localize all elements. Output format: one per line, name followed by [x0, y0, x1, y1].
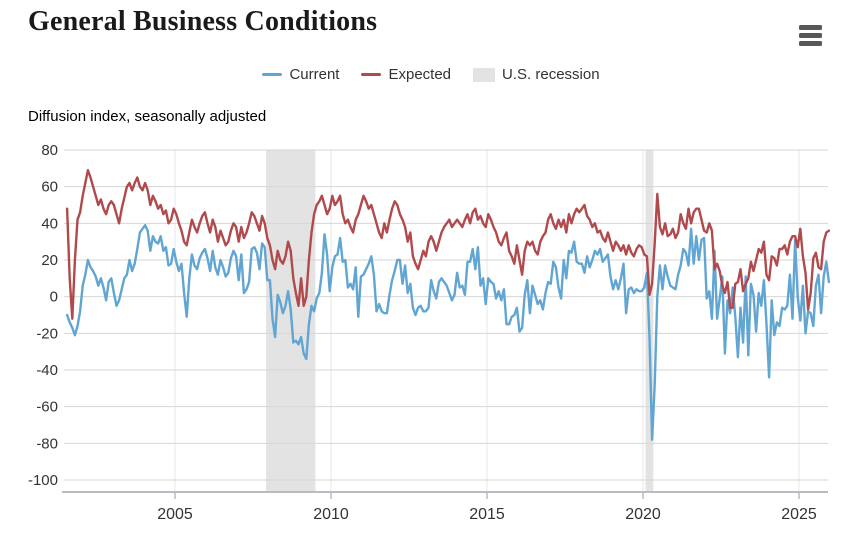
- legend-label: U.S. recession: [502, 66, 600, 83]
- y-axis-tick-label: 0: [50, 289, 58, 306]
- legend-item-recession[interactable]: U.S. recession: [473, 66, 600, 83]
- x-axis-tick-label: 2020: [625, 506, 661, 523]
- y-axis-tick-label: -80: [36, 435, 58, 452]
- recession-band-swatch-icon: [473, 67, 496, 82]
- legend: Current Expected U.S. recession: [0, 66, 862, 83]
- expected-line-swatch-icon: [361, 73, 382, 76]
- y-axis-tick-label: -60: [36, 399, 58, 416]
- y-axis-tick-label: 40: [41, 215, 58, 232]
- legend-item-expected[interactable]: Expected: [361, 66, 451, 83]
- y-axis-tick-label: 80: [41, 142, 58, 159]
- x-axis-tick-label: 2005: [157, 506, 193, 523]
- legend-item-current[interactable]: Current: [262, 66, 339, 83]
- series-line-current: [65, 223, 831, 441]
- y-axis-tick-label: 20: [41, 252, 58, 269]
- axis-unit-label: Diffusion index, seasonally adjusted: [28, 108, 267, 125]
- x-axis-tick-label: 2025: [781, 506, 817, 523]
- hamburger-icon: [799, 25, 822, 30]
- chart-menu-button[interactable]: [799, 25, 822, 46]
- hamburger-icon: [799, 41, 822, 46]
- x-axis-tick-label: 2015: [469, 506, 505, 523]
- series-line-expected: [65, 168, 831, 320]
- page-title: General Business Conditions: [28, 6, 378, 37]
- legend-label: Current: [289, 66, 340, 83]
- y-axis-tick-label: -40: [36, 362, 58, 379]
- y-axis-tick-label: -20: [36, 325, 58, 342]
- current-line-swatch-icon: [262, 73, 283, 76]
- y-axis-tick-label: 60: [41, 179, 58, 196]
- legend-label: Expected: [388, 66, 452, 83]
- hamburger-icon: [799, 33, 822, 38]
- x-axis-tick-label: 2010: [313, 506, 349, 523]
- y-axis-tick-label: -100: [28, 472, 58, 489]
